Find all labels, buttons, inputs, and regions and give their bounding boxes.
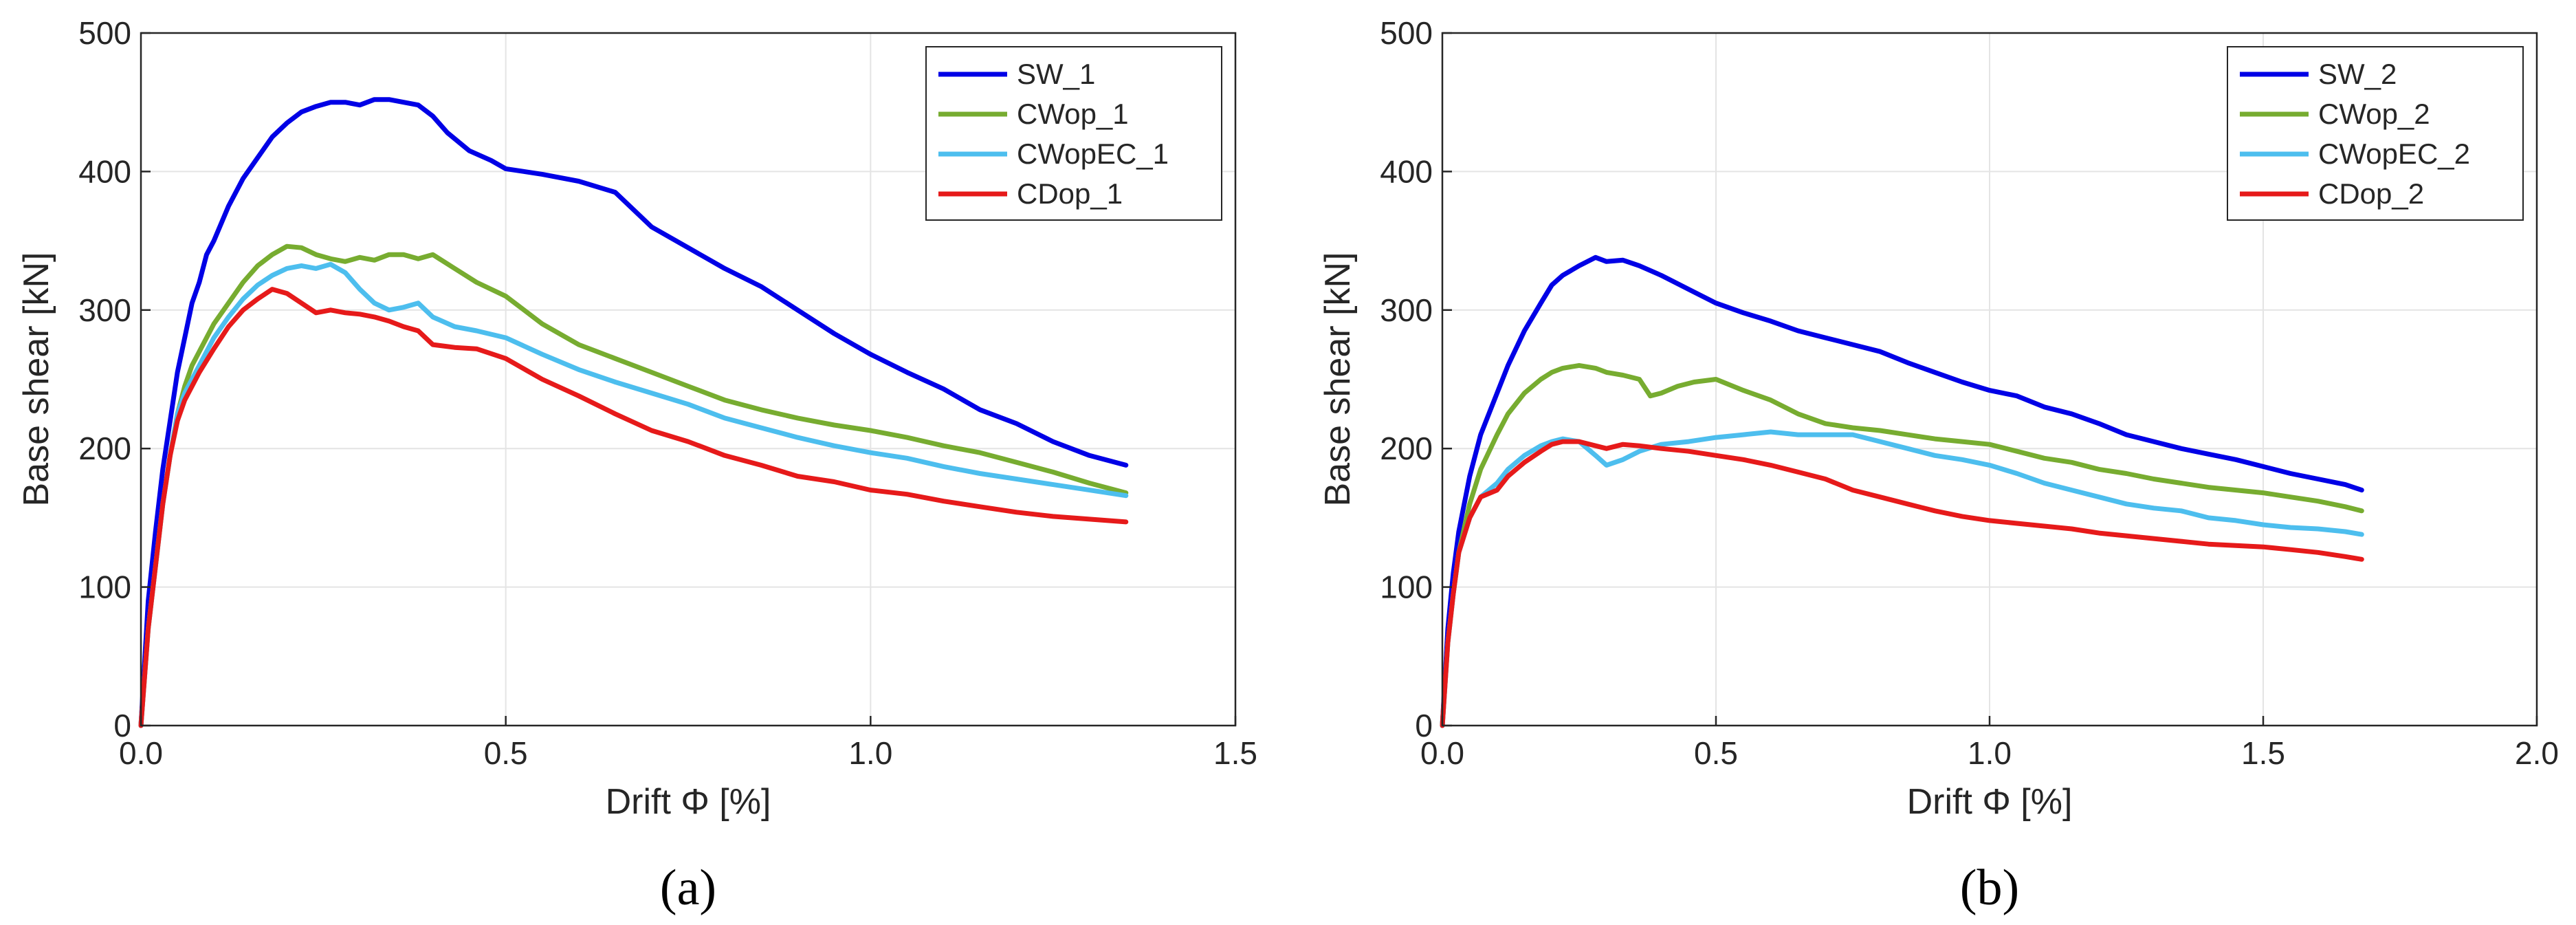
y-tick-label: 100: [1380, 569, 1433, 605]
panel-label-b: (b): [1960, 860, 2019, 916]
panel-label-a: (a): [660, 860, 716, 916]
chart-panel-a: 0.0 0.5 1.0 1.5 0 100 200 300 400 500 Drift Φ [%]…: [16, 15, 1257, 916]
series-layer-a: [138, 97, 1129, 728]
series-layer-b: [1440, 254, 2364, 728]
x-tick-label: 0.0: [119, 735, 163, 771]
x-tick-label: 1.0: [848, 735, 892, 771]
y-tick-label: 100: [78, 569, 131, 605]
chart-panel-b: 0.0 0.5 1.0 1.5 2.0 0 100 200 300 400 500 Drift Φ …: [1318, 15, 2559, 916]
legend-a: SW_1 CWop_1 CWopEC_1 CDop_1: [925, 46, 1222, 221]
y-tick-label: 500: [78, 15, 131, 51]
legend-label: CWop_2: [2318, 98, 2430, 130]
y-tick-label: 300: [78, 292, 131, 328]
x-tick-label: 0.0: [1420, 735, 1464, 771]
series-line-cdop-1: [138, 287, 1129, 728]
x-tick-label: 0.5: [484, 735, 528, 771]
x-tick-label: 2.0: [2515, 735, 2559, 771]
series-line-cdop-2: [1440, 439, 2364, 728]
series-line-cwopec-2: [1440, 429, 2364, 728]
x-tick-label: 0.5: [1694, 735, 1738, 771]
legend-label: CWop_1: [1017, 98, 1129, 130]
x-tick-label: 1.5: [1213, 735, 1257, 771]
y-axis-label-a: Base shear [kN]: [16, 252, 56, 507]
y-tick-label: 0: [113, 708, 131, 743]
legend-label: CWopEC_1: [1017, 138, 1169, 170]
legend-label: SW_2: [2318, 58, 2397, 90]
legend-label: CDop_2: [2318, 177, 2424, 210]
series-line-cwopec-1: [138, 261, 1129, 728]
series-line-sw-1: [138, 97, 1129, 728]
y-axis-label-b: Base shear [kN]: [1318, 252, 1358, 507]
y-tick-label: 500: [1380, 15, 1433, 51]
series-line-sw-2: [1440, 254, 2364, 728]
y-tick-label: 300: [1380, 292, 1433, 328]
x-axis-label-b: Drift Φ [%]: [1907, 782, 2073, 822]
series-line-cwop-2: [1440, 362, 2364, 728]
x-tick-label: 1.0: [1968, 735, 2012, 771]
x-axis-label-a: Drift Φ [%]: [606, 782, 771, 822]
x-tick-label: 1.5: [2241, 735, 2285, 771]
plot-frame-a: [140, 32, 1237, 727]
legend-label: CWopEC_2: [2318, 138, 2470, 170]
y-tick-label: 400: [78, 153, 131, 189]
legend-b: SW_2 CWop_2 CWopEC_2 CDop_2: [2227, 46, 2524, 221]
legend-label: SW_1: [1017, 58, 1095, 90]
y-tick-label: 200: [78, 431, 131, 466]
legend-label: CDop_1: [1017, 177, 1123, 210]
ticks-b: 0.0 0.5 1.0 1.5 2.0 0 100 200 300 400 500: [1380, 15, 2559, 771]
ticks-a: 0.0 0.5 1.0 1.5 0 100 200 300 400 500: [78, 15, 1257, 771]
series-line-cwop-1: [138, 243, 1129, 728]
y-tick-label: 200: [1380, 431, 1433, 466]
y-tick-label: 400: [1380, 153, 1433, 189]
y-tick-label: 0: [1415, 708, 1433, 743]
